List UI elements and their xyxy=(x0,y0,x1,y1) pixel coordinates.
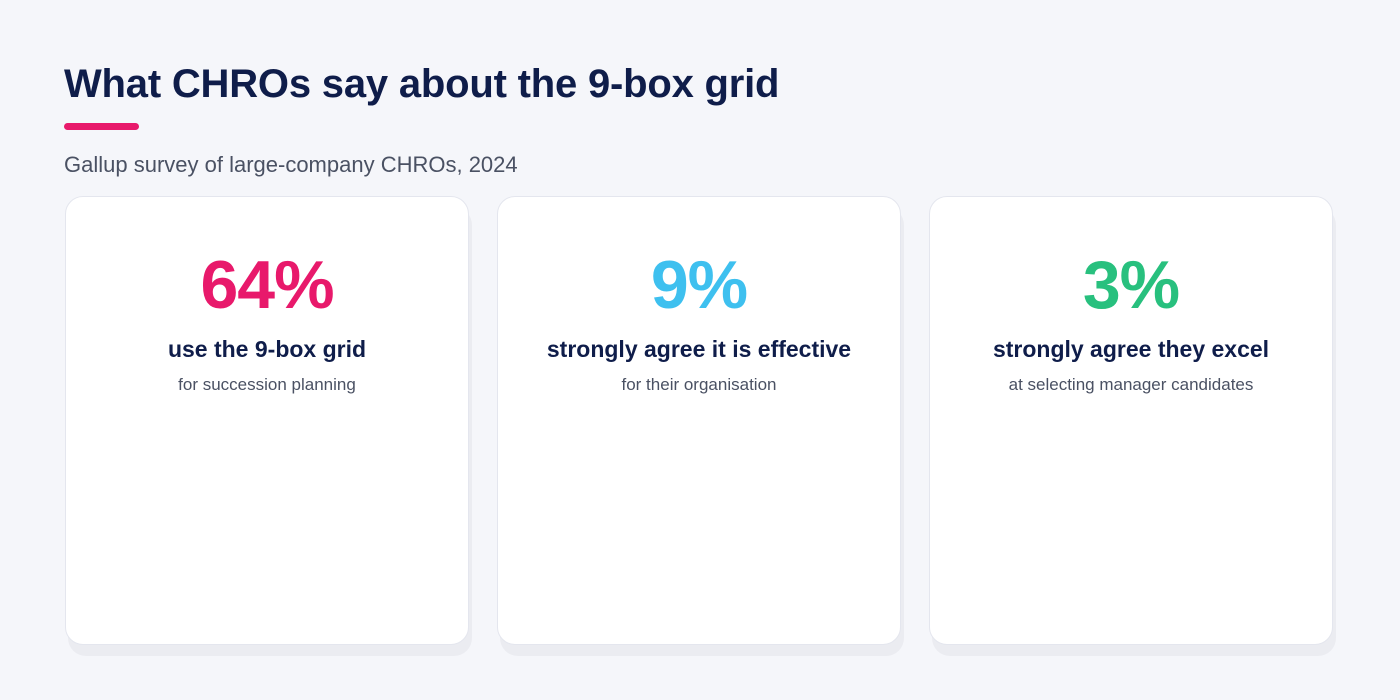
stat-sublabel: for their organisation xyxy=(621,375,777,394)
stat-card-effectiveness: 9% strongly agree it is effective for th… xyxy=(497,196,901,645)
stat-value: 64% xyxy=(200,247,334,323)
stat-value: 9% xyxy=(650,247,748,323)
page-subtitle: Gallup survey of large-company CHROs, 20… xyxy=(64,152,518,177)
title-accent-bar xyxy=(64,123,139,130)
stat-label: strongly agree they excel xyxy=(992,336,1270,362)
stat-card-usage: 64% use the 9-box grid for succession pl… xyxy=(65,196,469,645)
page-title: What CHROs say about the 9-box grid xyxy=(64,62,780,106)
stat-sublabel: at selecting manager candidates xyxy=(1008,375,1254,394)
stat-label: strongly agree it is effective xyxy=(546,336,852,362)
stat-label: use the 9-box grid xyxy=(167,336,367,362)
stat-card-selection: 3% strongly agree they excel at selectin… xyxy=(929,196,1333,645)
stat-sublabel: for succession planning xyxy=(178,375,356,394)
stat-value: 3% xyxy=(1082,247,1180,323)
